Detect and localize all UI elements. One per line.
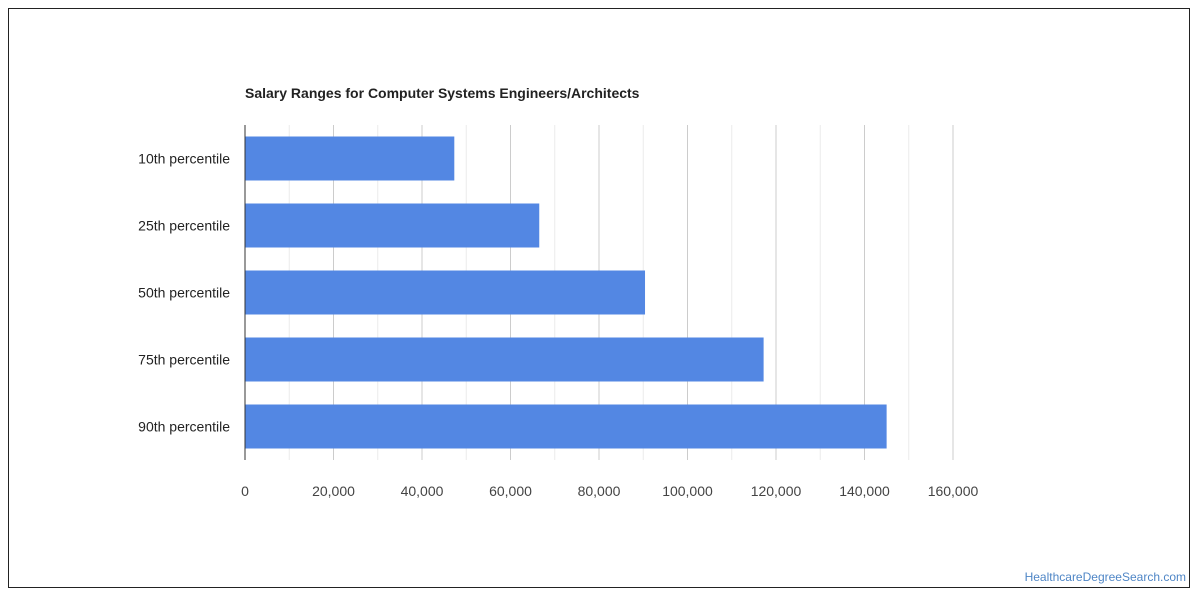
x-tick-label: 80,000 <box>578 483 621 499</box>
x-tick-label: 160,000 <box>928 483 979 499</box>
bar-75th-percentile <box>245 337 764 382</box>
bars <box>245 136 887 449</box>
category-label: 90th percentile <box>138 419 230 435</box>
bar-10th-percentile <box>245 136 455 181</box>
category-label: 75th percentile <box>138 352 230 368</box>
category-label: 50th percentile <box>138 285 230 301</box>
category-label: 10th percentile <box>138 151 230 167</box>
x-tick-label: 100,000 <box>662 483 713 499</box>
labels: 10th percentile 25th percentile 50th perce… <box>138 151 978 500</box>
bar-50th-percentile <box>245 270 646 315</box>
bar-90th-percentile <box>245 404 887 449</box>
x-tick-label: 0 <box>241 483 249 499</box>
bar-25th-percentile <box>245 203 540 248</box>
x-tick-label: 60,000 <box>489 483 532 499</box>
x-tick-label: 40,000 <box>401 483 444 499</box>
chart-title: Salary Ranges for Computer Systems Engin… <box>245 85 640 101</box>
x-tick-label: 120,000 <box>751 483 802 499</box>
category-label: 25th percentile <box>138 218 230 234</box>
source-watermark[interactable]: HealthcareDegreeSearch.com <box>1024 570 1186 584</box>
x-tick-label: 140,000 <box>839 483 890 499</box>
x-tick-label: 20,000 <box>312 483 355 499</box>
